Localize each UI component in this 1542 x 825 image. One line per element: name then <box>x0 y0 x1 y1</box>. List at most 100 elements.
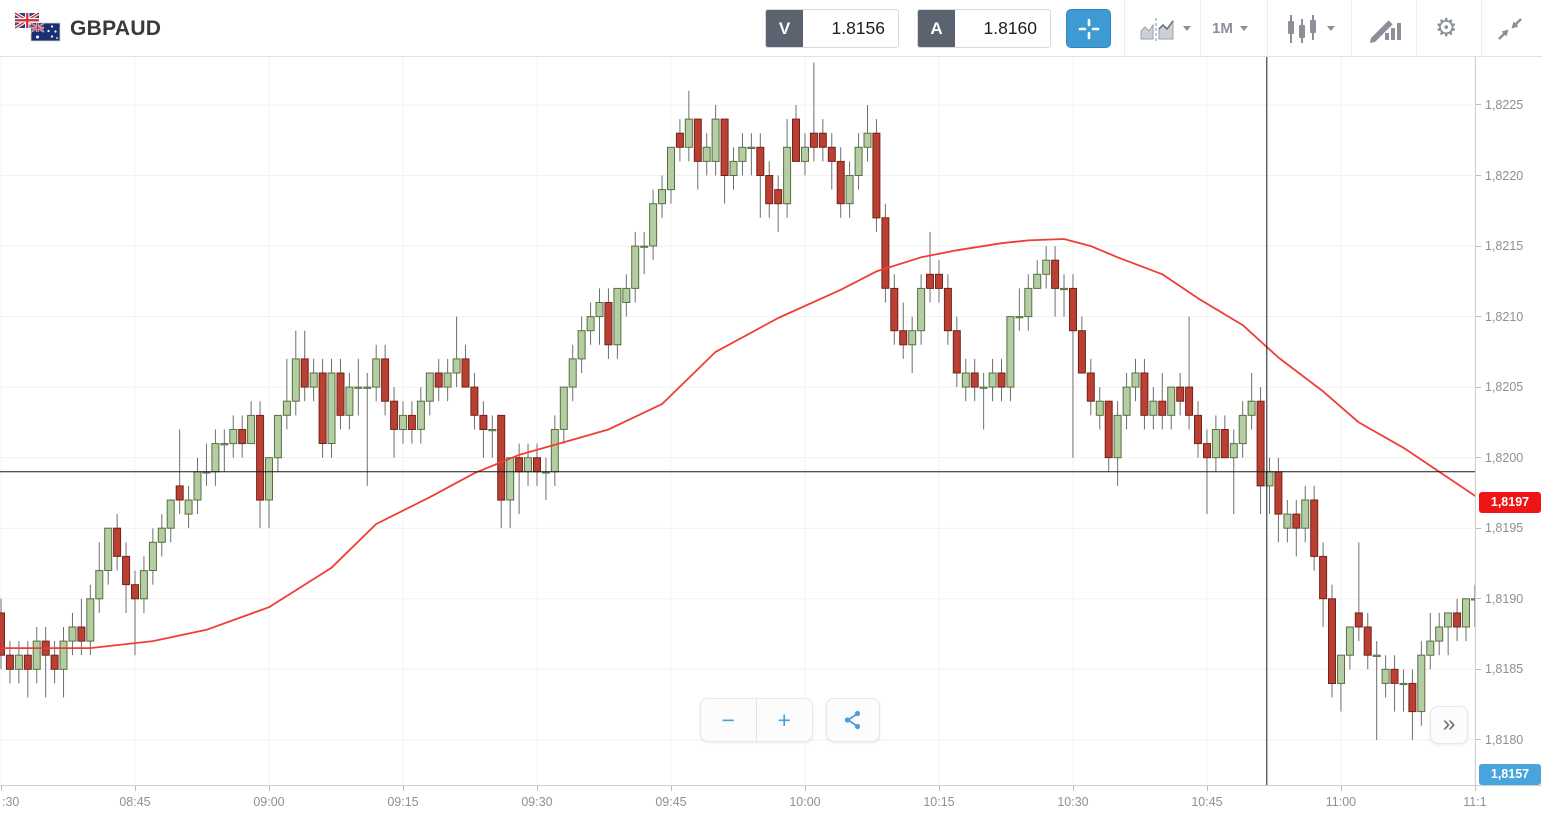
candle-down <box>872 132 881 219</box>
candle-down <box>0 612 5 656</box>
time-axis-label: 08:45 <box>119 795 151 809</box>
candle-down <box>809 132 818 148</box>
price-axis-label: 1,8190 <box>1485 591 1524 606</box>
candle-down <box>1051 259 1060 289</box>
symbol-title: GBPAUD <box>70 17 162 40</box>
candle-up <box>738 146 747 162</box>
candle-down <box>943 287 952 332</box>
candle-up <box>1417 654 1426 713</box>
candle-up <box>32 640 41 670</box>
candle-up <box>1042 259 1051 275</box>
candle-up <box>148 541 157 571</box>
chart-type-button[interactable] <box>1284 0 1335 57</box>
price-axis-label: 1,8185 <box>1485 662 1524 677</box>
candle-up <box>59 640 68 670</box>
candle-up <box>684 118 693 148</box>
candle-down <box>1077 330 1086 374</box>
candle-down <box>836 160 845 205</box>
price-axis-label: 1,8215 <box>1485 239 1524 254</box>
candle-up <box>613 287 622 346</box>
candle-down <box>899 330 908 346</box>
candle-down <box>1319 555 1328 600</box>
crosshair-tool-button[interactable] <box>1066 9 1111 48</box>
candle-up <box>550 429 559 473</box>
candle-up <box>524 457 532 473</box>
candle-down <box>1408 682 1417 713</box>
zoom-out-button[interactable]: − <box>701 699 757 741</box>
candle-down <box>1292 513 1301 529</box>
price-axis-tick <box>1476 598 1481 600</box>
candle-up <box>711 118 720 162</box>
share-chart-button[interactable] <box>826 698 880 742</box>
candle-up <box>1024 287 1033 318</box>
crosshair-icon <box>1078 18 1099 39</box>
candle-up <box>559 386 568 430</box>
candle-up <box>1060 287 1068 291</box>
price-axis-label: 1,8195 <box>1485 521 1524 536</box>
scroll-to-latest-button[interactable]: » <box>1430 706 1468 744</box>
price-axis-tick <box>1476 739 1481 741</box>
candle-down <box>1220 429 1229 459</box>
chart-canvas[interactable] <box>0 57 1475 785</box>
candle-up <box>622 287 631 303</box>
candle-up <box>220 443 229 446</box>
zoom-in-button[interactable]: + <box>757 699 813 741</box>
share-icon <box>844 710 861 730</box>
candle-down <box>604 302 613 346</box>
candlestick-chart-icon <box>1288 14 1316 43</box>
gbpaud-flag-icon <box>14 10 62 46</box>
candle-up <box>1122 386 1131 416</box>
time-axis-tick <box>1206 786 1208 791</box>
candle-up <box>354 386 363 389</box>
candle-down <box>381 358 390 402</box>
candle-down <box>318 372 327 444</box>
candle-up <box>1381 668 1390 684</box>
drawing-tools-button[interactable] <box>1369 0 1401 57</box>
candle-down <box>970 372 979 388</box>
price-axis-tick <box>1476 316 1481 318</box>
zoom-controls: − + <box>700 698 813 742</box>
time-axis-label: 11:1 <box>1463 795 1487 809</box>
candle-up <box>1006 316 1015 388</box>
candle-up <box>1372 654 1381 657</box>
collapse-chart-button[interactable] <box>1496 0 1524 57</box>
candle-down <box>390 400 399 430</box>
time-axis[interactable]: :30 08:45 09:00 09:15 09:30 09:45 10:00 10:15 10… <box>0 785 1542 825</box>
sell-button[interactable]: V 1.8156 <box>765 9 899 48</box>
candle-up <box>139 570 148 600</box>
candle-down <box>336 372 345 416</box>
candle-down <box>720 118 729 176</box>
time-axis-label: 10:15 <box>923 795 955 809</box>
candle-down <box>827 146 836 162</box>
settings-button[interactable]: ⚙ <box>1435 0 1457 57</box>
candle-down <box>1390 668 1399 684</box>
time-axis-label: 11:00 <box>1325 795 1357 809</box>
pinned-price-badge: 1,8157 <box>1479 764 1541 785</box>
candle-up <box>68 626 77 642</box>
chevron-down-icon <box>1183 26 1191 31</box>
timeframe-button[interactable]: 1M <box>1212 0 1248 57</box>
candle-up <box>1033 273 1042 289</box>
candle-up <box>443 372 452 388</box>
candle-up <box>1399 682 1408 686</box>
price-axis[interactable]: 1,8197 1,8157 1,8225 1,8220 1,8215 1,8210 1,… <box>1475 57 1542 785</box>
buy-button[interactable]: A 1.8160 <box>917 9 1051 48</box>
candle-up <box>1462 598 1470 628</box>
candle-down <box>23 654 32 670</box>
candle-up <box>1301 499 1310 529</box>
candle-up <box>783 146 792 205</box>
candle-down <box>1140 372 1149 416</box>
candle-down <box>890 287 899 332</box>
australia-flag-icon <box>30 22 61 42</box>
price-axis-label: 1,8205 <box>1485 380 1524 395</box>
candle-down <box>533 457 541 473</box>
candle-up <box>166 499 175 529</box>
candle-up <box>282 400 291 416</box>
candle-down <box>175 485 184 501</box>
time-axis-tick <box>938 786 940 791</box>
candle-down <box>470 386 479 416</box>
candle-down <box>434 372 443 388</box>
compare-charts-button[interactable] <box>1140 0 1191 57</box>
candle-up <box>1095 400 1104 416</box>
candle-down <box>238 429 247 445</box>
